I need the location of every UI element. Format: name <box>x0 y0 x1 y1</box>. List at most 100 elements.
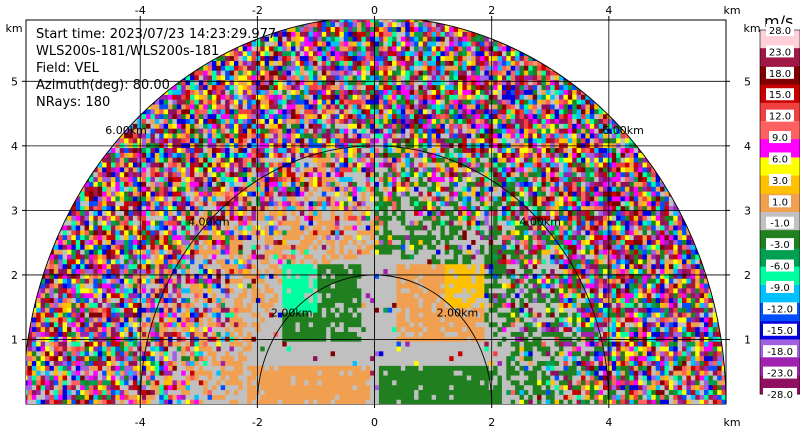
velocity-cell <box>159 302 165 308</box>
velocity-cell <box>203 268 209 274</box>
velocity-cell <box>260 108 266 115</box>
velocity-cell <box>207 181 213 187</box>
velocity-cell <box>75 205 81 211</box>
velocity-cell <box>132 273 138 279</box>
velocity-cell <box>339 171 345 178</box>
velocity-cell <box>62 331 68 337</box>
velocity-cell <box>220 326 226 332</box>
velocity-cell <box>242 326 248 332</box>
velocity-cell <box>277 389 283 395</box>
velocity-cell <box>291 336 297 342</box>
velocity-cell <box>220 273 226 279</box>
velocity-cell <box>361 331 367 337</box>
velocity-cell <box>255 108 261 115</box>
velocity-cell <box>207 282 213 289</box>
velocity-cell <box>308 157 314 163</box>
velocity-cell <box>159 137 165 144</box>
velocity-cell <box>220 157 226 163</box>
velocity-cell <box>159 99 165 105</box>
velocity-cell <box>211 384 217 391</box>
velocity-cell <box>361 224 367 231</box>
velocity-cell <box>343 321 349 328</box>
velocity-cell <box>273 365 279 371</box>
velocity-cell <box>317 239 323 245</box>
velocity-cell <box>352 60 358 66</box>
velocity-cell <box>304 258 310 265</box>
velocity-cell <box>330 94 336 100</box>
velocity-cell <box>203 186 209 192</box>
velocity-cell <box>286 210 292 216</box>
velocity-cell <box>194 253 200 260</box>
velocity-cell <box>198 379 204 386</box>
velocity-cell <box>154 384 160 391</box>
velocity-cell <box>299 312 305 318</box>
velocity-cell <box>229 229 235 236</box>
velocity-cell <box>247 365 253 371</box>
velocity-cell <box>238 287 244 294</box>
velocity-cell <box>269 244 275 250</box>
velocity-cell <box>304 307 310 313</box>
velocity-cell <box>269 40 275 47</box>
velocity-cell <box>207 370 213 376</box>
velocity-cell <box>356 74 362 81</box>
velocity-cell <box>282 341 288 347</box>
velocity-cell <box>119 292 125 299</box>
velocity-cell <box>361 181 367 187</box>
velocity-cell <box>97 229 103 236</box>
velocity-cell <box>348 350 354 357</box>
velocity-cell <box>361 200 367 207</box>
velocity-cell <box>97 297 103 303</box>
velocity-cell <box>172 341 178 347</box>
velocity-cell <box>53 379 59 386</box>
velocity-cell <box>269 287 275 294</box>
velocity-cell <box>106 312 112 318</box>
velocity-cell <box>93 205 99 211</box>
velocity-cell <box>45 365 51 371</box>
velocity-cell <box>352 65 358 71</box>
velocity-cell <box>251 123 257 129</box>
velocity-cell <box>128 316 134 323</box>
velocity-cell <box>154 394 160 400</box>
velocity-cell <box>313 132 319 139</box>
velocity-cell <box>181 195 187 202</box>
velocity-cell <box>251 74 257 81</box>
velocity-cell <box>141 171 147 178</box>
velocity-cell <box>260 307 266 313</box>
velocity-cell <box>88 336 94 342</box>
velocity-cell <box>361 389 367 395</box>
velocity-cell <box>172 316 178 323</box>
velocity-cell <box>45 321 51 328</box>
velocity-cell <box>132 307 138 313</box>
velocity-cell <box>286 74 292 81</box>
velocity-cell <box>75 365 81 371</box>
velocity-cell <box>71 355 77 362</box>
velocity-cell <box>102 307 108 313</box>
velocity-cell <box>67 316 72 323</box>
velocity-cell <box>242 239 248 245</box>
velocity-cell <box>269 307 275 313</box>
velocity-cell <box>247 268 253 274</box>
velocity-cell <box>277 147 283 153</box>
velocity-cell <box>220 123 226 129</box>
velocity-cell <box>67 244 72 250</box>
velocity-cell <box>313 365 319 371</box>
velocity-cell <box>260 321 266 328</box>
velocity-cell <box>194 268 200 274</box>
velocity-cell <box>110 297 116 303</box>
velocity-cell <box>291 399 297 404</box>
velocity-cell <box>211 263 217 270</box>
velocity-cell <box>198 389 204 395</box>
velocity-cell <box>124 360 130 366</box>
velocity-cell <box>321 282 327 289</box>
velocity-cell <box>352 210 358 216</box>
velocity-cell <box>203 113 209 120</box>
velocity-cell <box>295 40 301 47</box>
velocity-cell <box>282 389 288 395</box>
velocity-cell <box>273 191 279 197</box>
velocity-cell <box>154 389 160 395</box>
velocity-cell <box>269 229 275 236</box>
velocity-cell <box>176 278 182 284</box>
velocity-cell <box>313 50 319 57</box>
velocity-cell <box>317 321 323 328</box>
velocity-cell <box>128 355 134 362</box>
